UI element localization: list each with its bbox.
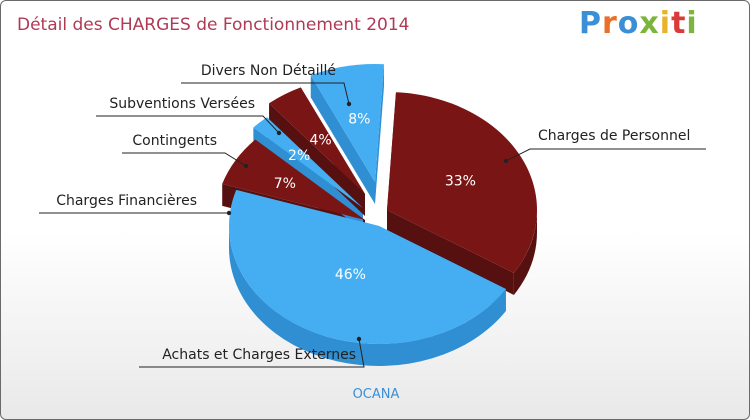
pie-slice-wall (310, 75, 375, 205)
pie-slice-achats-et-charges-externes (229, 189, 506, 344)
leader-arrow-head (356, 336, 362, 342)
leader-line (505, 148, 706, 162)
slice-percent-label: 7% (274, 176, 296, 192)
leader-arrow-head (346, 101, 352, 107)
pie-slice-charges-financi-res (222, 139, 365, 220)
logo-letter: i (659, 6, 672, 41)
pie-slice-divers-non-d-taill- (310, 64, 384, 182)
leader-line (96, 115, 280, 134)
pie-slice-charges-de-personnel (387, 92, 537, 273)
proxiti-logo: Proxiti (579, 6, 698, 41)
pie-slice-wall (387, 210, 514, 295)
pie-slice-side (229, 226, 506, 366)
leader-line (122, 152, 247, 167)
leader-arrow-head (503, 158, 509, 164)
leader-arrow-head (226, 210, 232, 216)
commune-name: OCANA (352, 387, 400, 402)
logo-letter: P (579, 6, 602, 41)
slice-category-label: Charges de Personnel (538, 128, 690, 144)
pie-slice-side (513, 210, 537, 295)
slice-percent-label: 46% (335, 267, 366, 283)
leader-arrow-head (243, 163, 249, 169)
slice-category-label: Contingents (132, 133, 217, 149)
slice-percent-label: 4% (309, 132, 331, 148)
leader-arrow-head (276, 130, 282, 136)
logo-letter: t (671, 6, 687, 41)
slice-percent-label: 2% (288, 148, 310, 164)
leader-line (181, 82, 350, 105)
pie-slice-subventions-vers-es (269, 87, 365, 194)
slice-percent-label: 33% (445, 173, 476, 189)
slice-category-label: Achats et Charges Externes (162, 347, 356, 363)
pie-slice-contingents (253, 117, 363, 208)
slice-percent-label: 8% (348, 111, 370, 127)
leader-line (139, 338, 365, 368)
chart-title: Détail des CHARGES de Fonctionnement 201… (17, 15, 410, 35)
slice-category-label: Charges Financières (56, 193, 197, 209)
slice-category-label: Subventions Versées (109, 96, 255, 112)
logo-letter: i (686, 6, 698, 41)
pie-slice-wall (375, 64, 384, 204)
logo-letter: x (639, 6, 660, 41)
logo-letter: r (602, 6, 618, 41)
slice-category-label: Divers Non Détaillé (201, 63, 336, 79)
logo-letter: o (617, 6, 640, 41)
